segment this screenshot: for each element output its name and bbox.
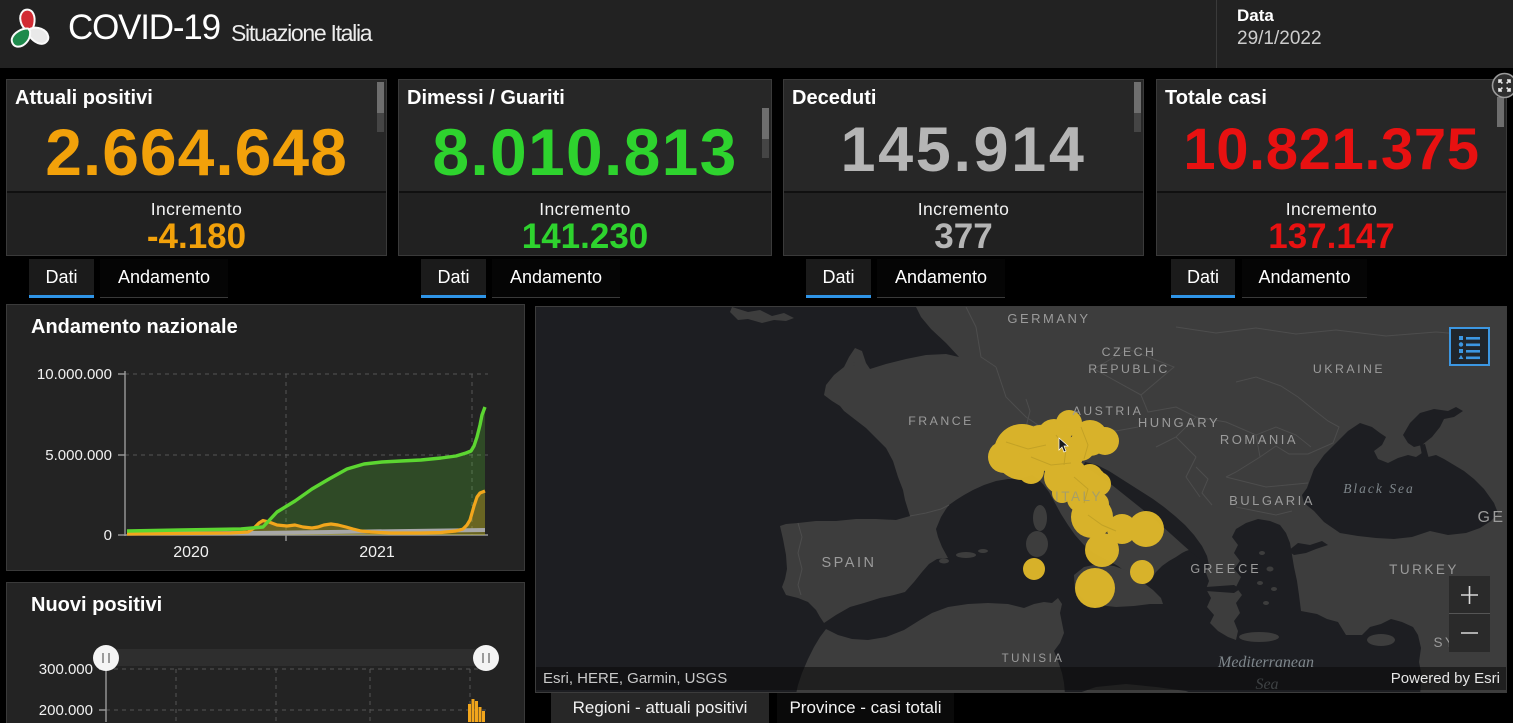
svg-text:UKRAINE: UKRAINE [1313, 362, 1385, 376]
svg-text:0: 0 [104, 527, 112, 544]
svg-text:Black Sea: Black Sea [1343, 481, 1415, 496]
svg-text:300.000: 300.000 [39, 661, 93, 678]
svg-text:Mediterranean: Mediterranean [1217, 654, 1314, 671]
svg-text:5.000.000: 5.000.000 [45, 447, 112, 464]
svg-text:FRANCE: FRANCE [908, 414, 974, 428]
svg-text:200.000: 200.000 [39, 702, 93, 719]
svg-text:HUNGARY: HUNGARY [1138, 415, 1220, 430]
svg-text:CZECH: CZECH [1102, 345, 1157, 359]
svg-text:TURKEY: TURKEY [1389, 562, 1459, 577]
svg-text:AUSTRIA: AUSTRIA [1073, 404, 1144, 418]
svg-text:GERMANY: GERMANY [1007, 311, 1090, 326]
svg-text:GREECE: GREECE [1190, 562, 1261, 576]
svg-text:SY: SY [1433, 635, 1456, 650]
svg-text:ITALY: ITALY [1055, 489, 1103, 504]
svg-text:ROMANIA: ROMANIA [1220, 432, 1298, 447]
svg-text:2021: 2021 [359, 544, 395, 561]
svg-text:TUNISIA: TUNISIA [1002, 653, 1065, 665]
svg-text:GEO: GEO [1477, 509, 1507, 526]
svg-text:REPUBLIC: REPUBLIC [1088, 362, 1170, 376]
svg-text:BULGARIA: BULGARIA [1229, 493, 1315, 508]
svg-text:SPAIN: SPAIN [822, 555, 877, 571]
svg-text:10.000.000: 10.000.000 [37, 366, 112, 383]
svg-text:2020: 2020 [173, 544, 209, 561]
